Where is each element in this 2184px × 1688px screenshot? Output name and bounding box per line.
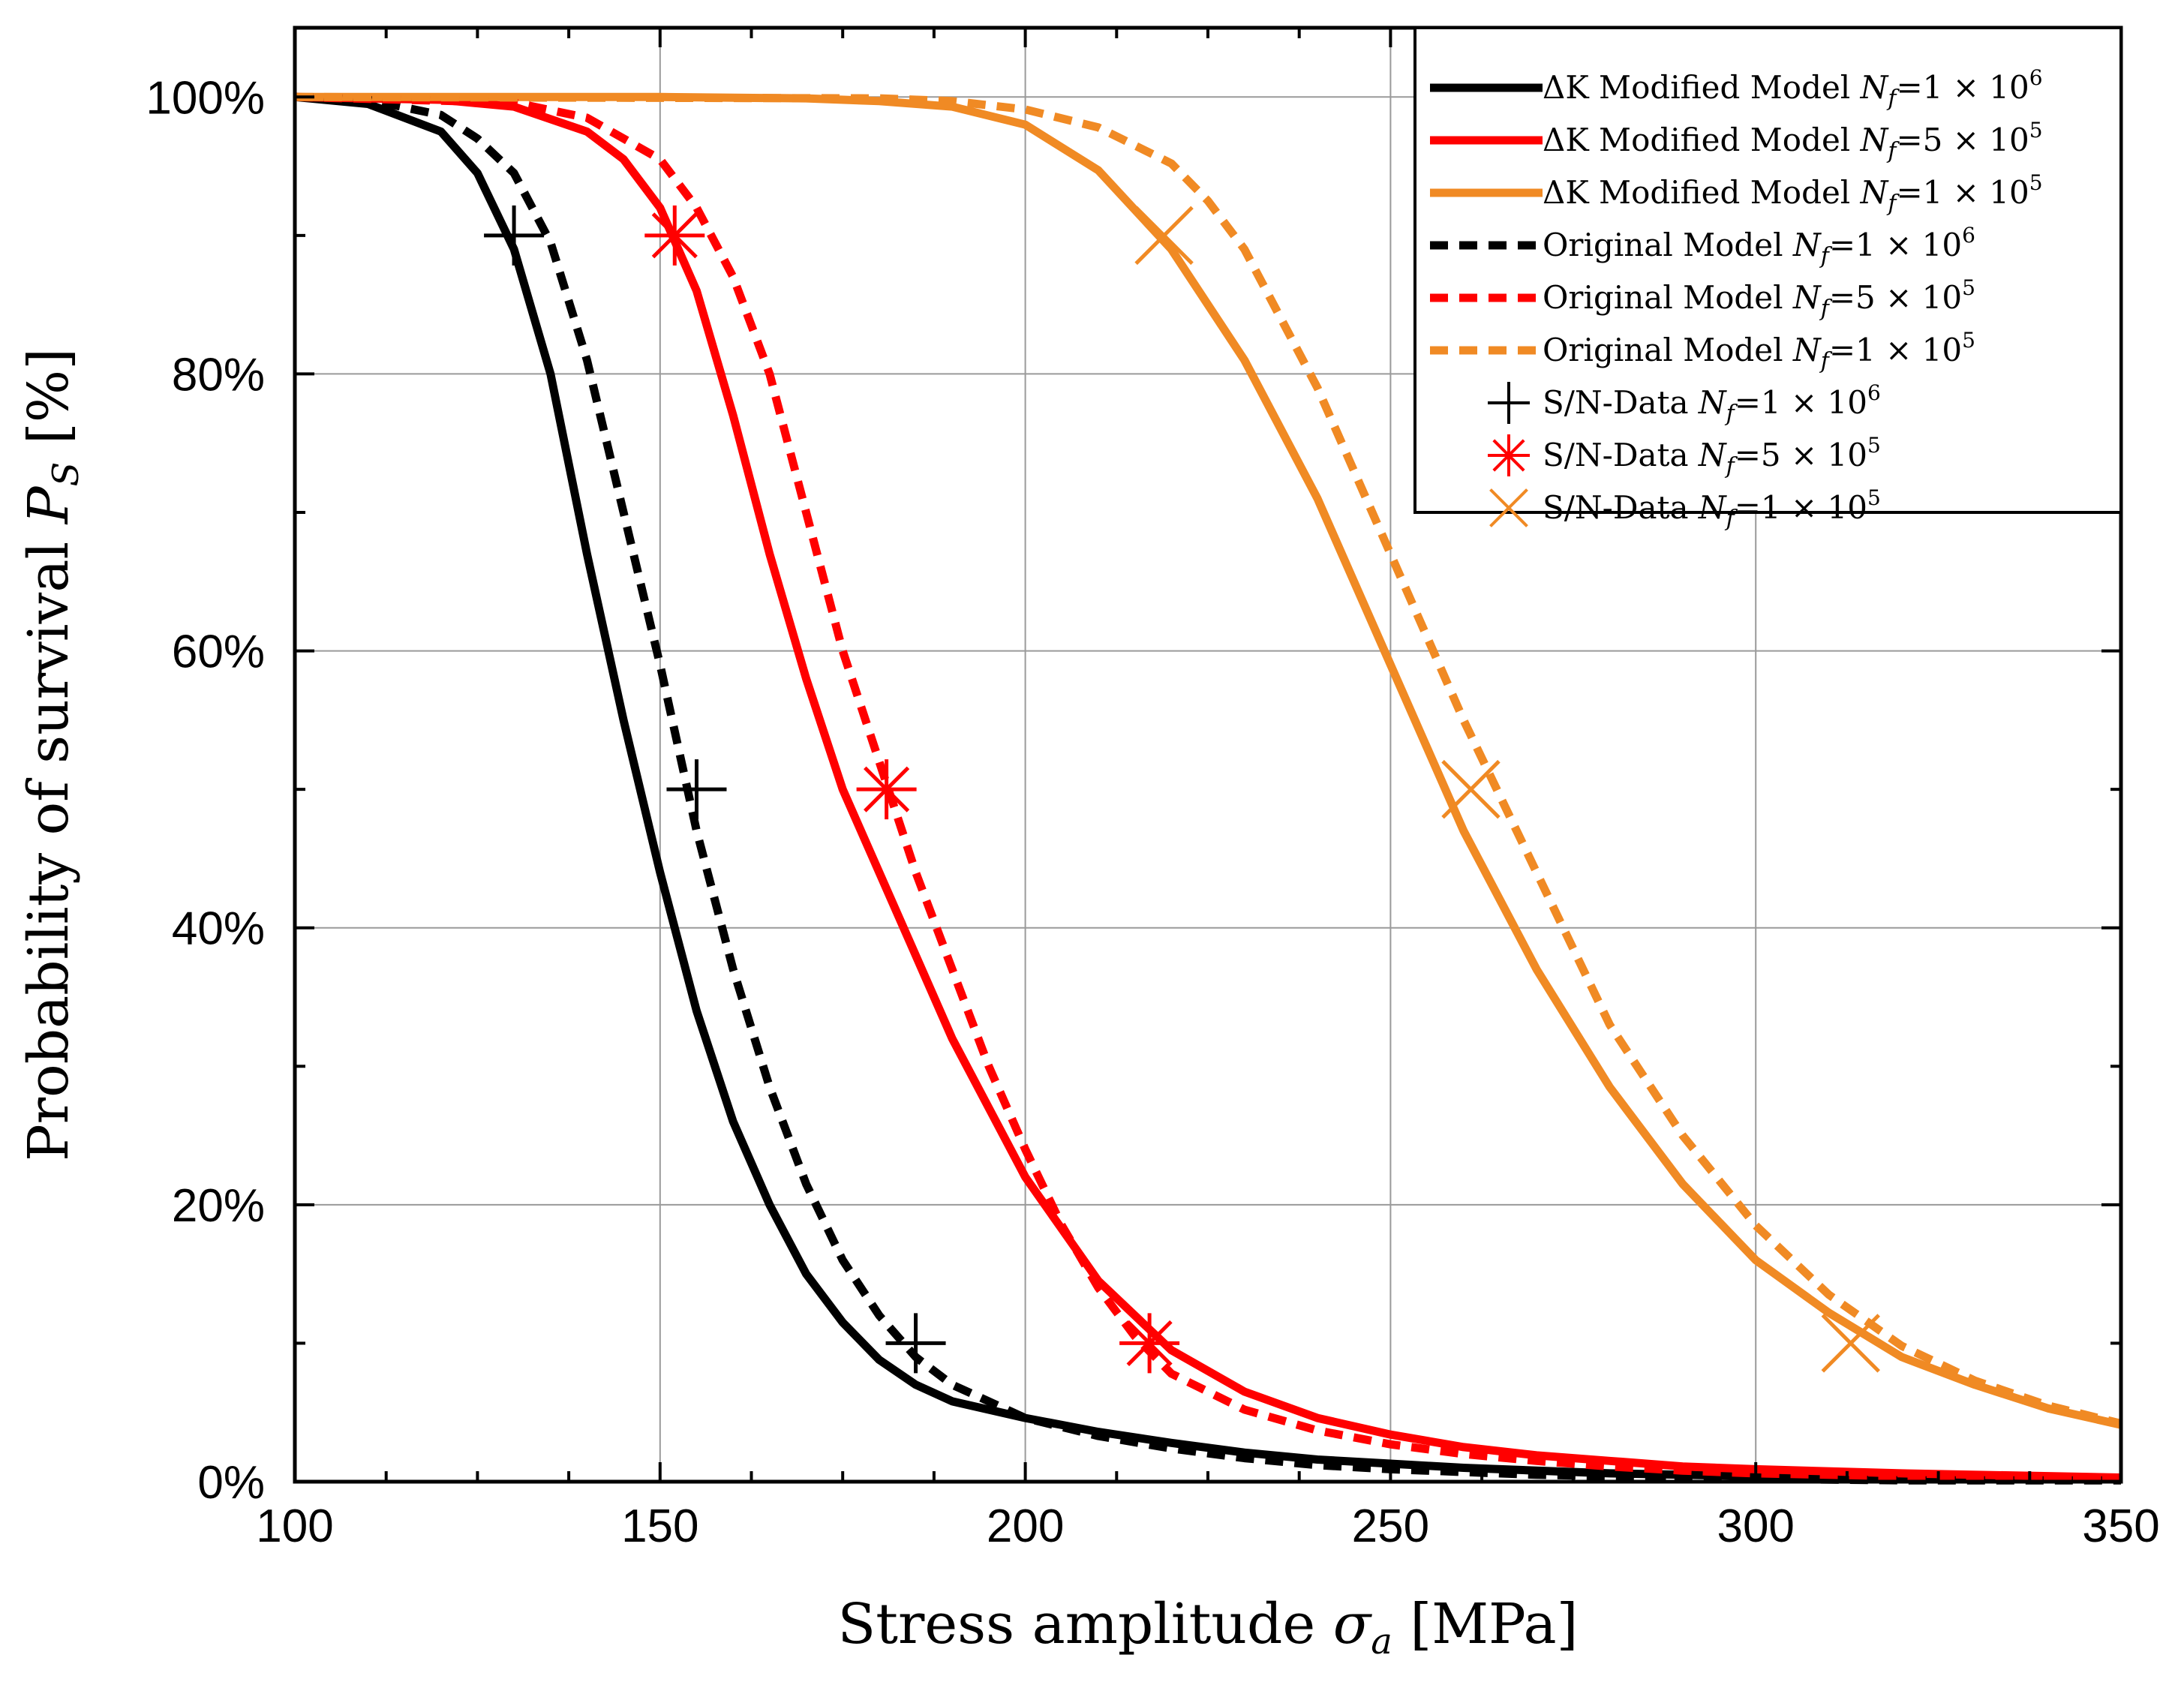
series-line <box>294 92 2122 1483</box>
legend-swatch <box>1488 434 1530 476</box>
x-tick-label: 150 <box>621 1500 698 1552</box>
y-tick-label: 40% <box>172 903 265 955</box>
marker-stroke <box>864 766 910 812</box>
marker-stroke <box>1821 1314 1880 1373</box>
y-tick-label: 20% <box>172 1180 265 1232</box>
legend-label: Original Model Nf=5 × 105 <box>1543 275 1975 322</box>
series-line <box>294 92 2122 1483</box>
legend-box <box>1413 26 2122 514</box>
series-line <box>294 92 2122 1482</box>
legend: ΔK Modified Model Nf=1 × 106 ΔK Modified … <box>1413 26 2122 532</box>
data-point <box>1134 206 1194 266</box>
marker-stroke <box>1492 439 1525 472</box>
series-line <box>294 92 2121 1485</box>
legend-label: S/N-Data Nf=5 × 105 <box>1543 433 1881 479</box>
data-point <box>885 1313 946 1374</box>
series-layer <box>294 92 2122 1485</box>
x-tick-label: 100 <box>256 1500 333 1552</box>
x-tick-label: 300 <box>1717 1500 1794 1552</box>
data-point <box>1821 1314 1880 1373</box>
legend-label: Original Model Nf=1 × 106 <box>1543 223 1975 269</box>
legend-swatch <box>1489 488 1528 527</box>
x-tick-label: 200 <box>987 1500 1064 1552</box>
y-tick-label: 0% <box>197 1457 265 1509</box>
data-point <box>856 759 917 820</box>
x-tick-label: 350 <box>2082 1500 2159 1552</box>
data-point <box>484 205 545 266</box>
marker-stroke <box>1126 1320 1173 1366</box>
legend-label: Original Model Nf=1 × 105 <box>1543 328 1975 374</box>
data-point <box>1441 759 1501 819</box>
y-axis-title: Probability of survival PS [%] <box>17 348 87 1161</box>
y-tick-label: 80% <box>172 349 265 401</box>
legend-label: S/N-Data Nf=1 × 106 <box>1543 380 1881 427</box>
data-point <box>644 205 705 266</box>
legend-label: S/N-Data Nf=1 × 105 <box>1543 485 1881 532</box>
legend-label: ΔK Modified Model Nf=1 × 106 <box>1543 65 2043 112</box>
marker-stroke <box>1441 759 1501 819</box>
legend-swatch <box>1488 382 1530 424</box>
legend-label: ΔK Modified Model Nf=1 × 105 <box>1543 170 2043 217</box>
data-point <box>666 759 727 820</box>
series-line <box>295 92 2122 1429</box>
x-axis-title: Stress amplitude σa [MPa] <box>838 1592 1579 1662</box>
legend-label: ΔK Modified Model Nf=5 × 105 <box>1543 118 2043 164</box>
marker-stroke <box>1134 206 1194 266</box>
marker-stroke <box>1489 488 1528 527</box>
x-tick-label: 250 <box>1352 1500 1429 1552</box>
axis-ticks: 100 150 200 250 300 350 0% 20% 40% 60% 80% 100% <box>146 28 2160 1552</box>
marker-stroke <box>651 212 698 259</box>
y-tick-label: 100% <box>146 72 265 124</box>
series-line <box>294 92 2122 1428</box>
y-tick-label: 60% <box>172 626 265 678</box>
data-point <box>1119 1313 1180 1374</box>
